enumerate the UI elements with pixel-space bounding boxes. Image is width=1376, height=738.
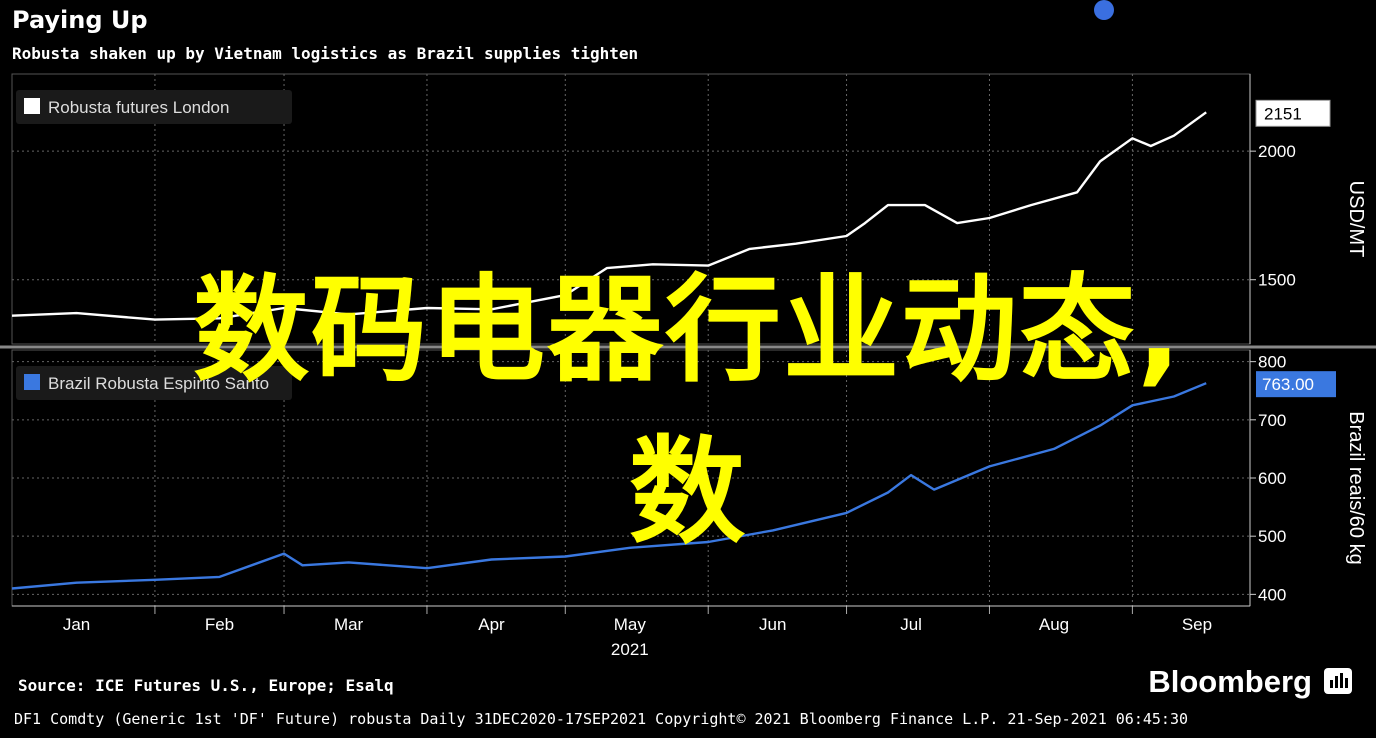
y-tick-label: 800 [1258, 353, 1286, 372]
y-tick-label: 2000 [1258, 142, 1296, 161]
chart-title: Paying Up [12, 6, 148, 34]
x-tick-label: Aug [1039, 615, 1069, 634]
footer-info: DF1 Comdty (Generic 1st 'DF' Future) rob… [14, 710, 1188, 728]
y-tick-label: 400 [1258, 585, 1286, 604]
series-line [11, 111, 1207, 321]
x-tick-label: Jun [759, 615, 786, 634]
legend-swatch [24, 374, 40, 390]
y-tick-label: 600 [1258, 469, 1286, 488]
y-tick-label: 700 [1258, 411, 1286, 430]
x-tick-label: Jan [63, 615, 90, 634]
last-value-box [1256, 371, 1336, 398]
x-tick-label: May [614, 615, 647, 634]
legend-label: Brazil Robusta Espirito Santo [48, 374, 269, 393]
x-tick-label: Jul [900, 615, 922, 634]
chart-subtitle: Robusta shaken up by Vietnam logistics a… [12, 44, 639, 63]
legend-box [16, 366, 292, 400]
y-tick-label: 500 [1258, 527, 1286, 546]
y-axis-label: Brazil reais/60 kg [1345, 411, 1367, 564]
series-line [11, 382, 1207, 590]
last-value-label: 2151 [1264, 104, 1302, 123]
x-tick-label: Apr [478, 615, 505, 634]
x-tick-label: Sep [1182, 615, 1212, 634]
bloomberg-terminal-icon [1324, 668, 1352, 694]
y-axis-label: USD/MT [1345, 181, 1367, 258]
legend-swatch [24, 98, 40, 114]
last-value-label: 763.00 [1262, 375, 1314, 394]
x-tick-label: Mar [334, 615, 364, 634]
notification-dot [1094, 0, 1114, 20]
legend-box [16, 90, 292, 124]
last-value-box [1255, 99, 1331, 127]
source-note: Source: ICE Futures U.S., Europe; Esalq [18, 676, 394, 695]
legend-label: Robusta futures London [48, 98, 229, 117]
x-axis-year-label: 2021 [611, 640, 649, 659]
x-tick-label: Feb [205, 615, 234, 634]
y-tick-label: 1500 [1258, 271, 1296, 290]
brand-logo: Bloomberg [1148, 664, 1312, 699]
